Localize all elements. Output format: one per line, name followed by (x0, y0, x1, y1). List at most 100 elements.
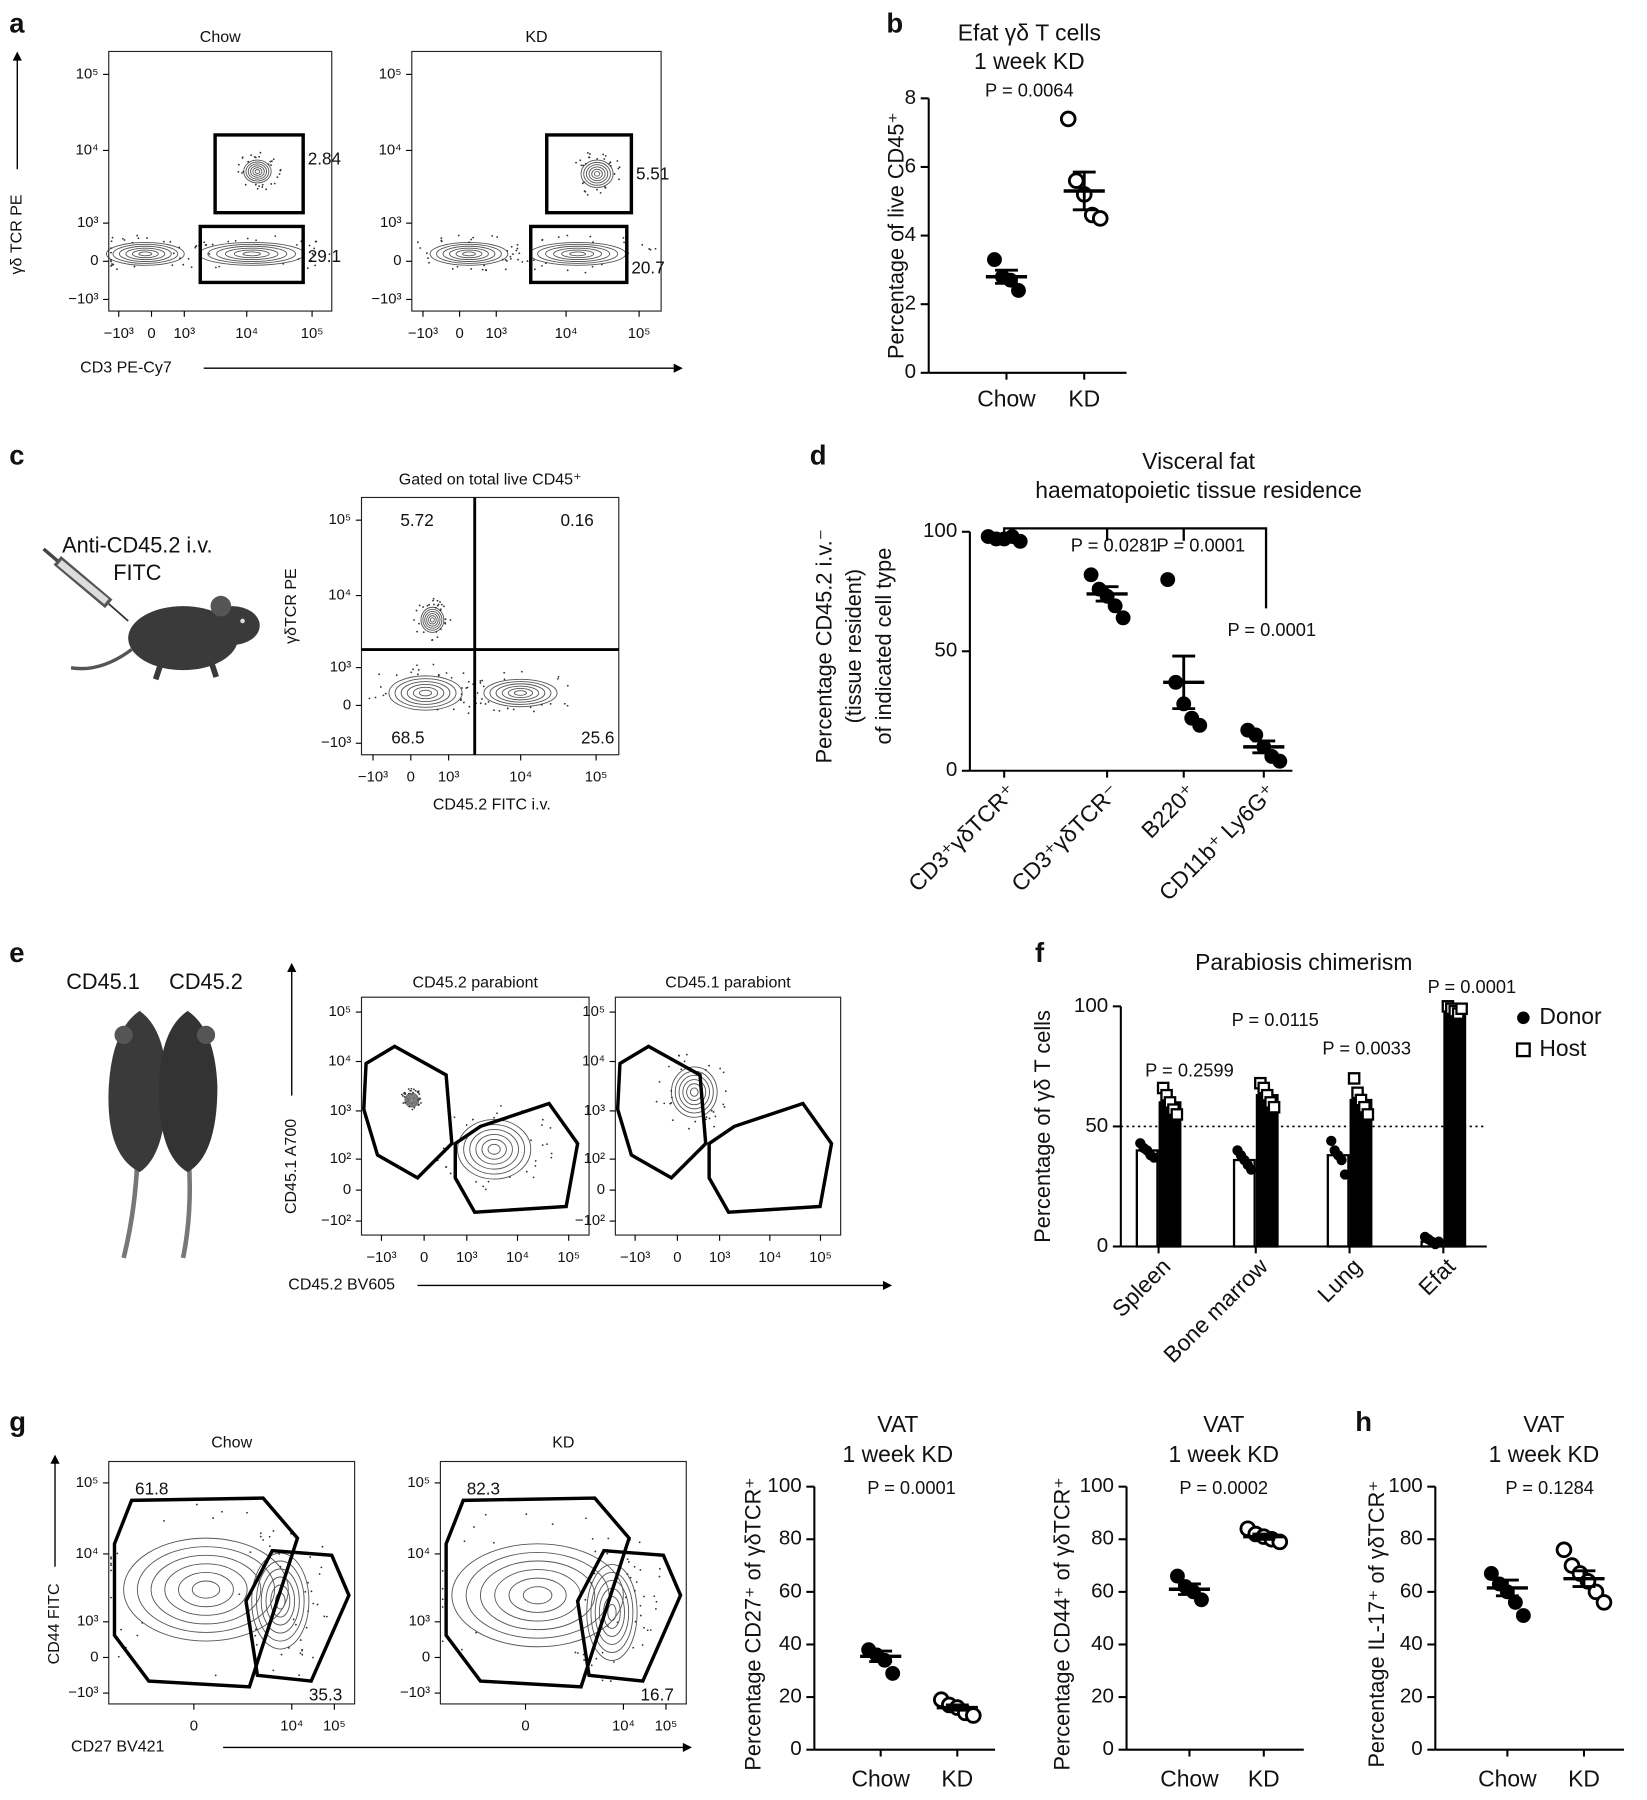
x-tick-label: −10³ (104, 326, 134, 342)
event-dot (111, 236, 114, 239)
plot-frame (108, 50, 333, 312)
y-axis-label: γδ TCR PE (9, 194, 26, 274)
event-dot (596, 188, 598, 191)
error-bar (1178, 1582, 1201, 1596)
event-dot (643, 1626, 645, 1629)
event-dot (306, 267, 309, 270)
event-dot (110, 1564, 112, 1567)
contour (590, 1571, 634, 1653)
event-dot (437, 673, 440, 676)
event-dot (586, 194, 589, 196)
event-dot (110, 247, 112, 250)
event-dot (304, 1590, 307, 1593)
event-dot (484, 703, 487, 705)
event-dot (671, 1119, 674, 1122)
event-dot (658, 1567, 661, 1570)
event-dot (526, 260, 529, 263)
plot-frame (614, 996, 842, 1236)
event-dot (623, 241, 626, 244)
contour (405, 1093, 418, 1107)
contour (422, 608, 443, 631)
event-dot (602, 153, 605, 156)
event-dot (655, 1100, 658, 1103)
gate (529, 224, 629, 285)
event-dot (384, 692, 387, 695)
event-dot (299, 1639, 302, 1642)
x-tick-label: Chow (1478, 1766, 1537, 1792)
event-dot (408, 1105, 411, 1108)
event-dot (310, 1590, 313, 1593)
event-dot (551, 1523, 554, 1526)
event-dot (574, 1651, 577, 1654)
data-point (1361, 1108, 1375, 1121)
panel-letter: g (9, 1406, 26, 1437)
event-dot (618, 166, 621, 169)
event-dot (460, 698, 462, 700)
event-dot (475, 1180, 477, 1183)
y-axis-label: Percentage CD45.2 i.v.⁻ (812, 529, 837, 763)
data-point (1347, 1072, 1361, 1085)
event-dot (712, 1111, 715, 1113)
gate-percentage: 5.72 (400, 510, 433, 530)
chart-subtitle: 1 week KD (1489, 1441, 1600, 1467)
event-dot (171, 264, 174, 267)
data-point (1455, 1002, 1468, 1016)
event-dot (178, 246, 181, 249)
event-dot (512, 708, 515, 711)
x-tick-label: −10³ (366, 1250, 396, 1266)
x-tick-label: −10³ (620, 1250, 650, 1266)
event-dot (249, 1551, 252, 1554)
event-dot (541, 1118, 544, 1121)
arrow-head (682, 1742, 692, 1752)
x-tick-label: KD (1248, 1766, 1280, 1792)
bar (1326, 1154, 1350, 1248)
bar (1135, 1149, 1159, 1248)
event-dot (443, 605, 445, 608)
y-tick-label: 10⁵ (407, 1475, 430, 1491)
event-dot (557, 675, 560, 678)
x-tick-label: 10⁵ (628, 326, 651, 342)
event-dot (504, 268, 507, 271)
y-tick-label: 0 (343, 1182, 351, 1198)
y-tick-label: 10⁵ (328, 512, 351, 528)
gate-percentage: 35.3 (309, 1684, 342, 1704)
event-dot (419, 247, 422, 249)
contour (513, 690, 528, 696)
x-tick-label: 10⁵ (301, 326, 324, 342)
contour (481, 1138, 507, 1160)
event-dot (425, 252, 428, 255)
y-tick-label: 0 (597, 1182, 605, 1198)
event-dot (445, 672, 448, 674)
event-dot (532, 259, 535, 262)
y-tick-label: 50 (1085, 1114, 1108, 1137)
event-dot (705, 1116, 708, 1119)
x-tick-label: 10⁵ (323, 1719, 346, 1735)
event-dot (276, 176, 279, 179)
data-point (1339, 1169, 1351, 1180)
event-dot (607, 1537, 610, 1540)
legend-label: Host (1539, 1035, 1587, 1061)
event-dot (441, 1606, 444, 1608)
event-dot (685, 1053, 688, 1056)
event-dot (270, 160, 273, 163)
event-dot (465, 1124, 468, 1126)
contour (178, 1571, 234, 1608)
event-dot (162, 240, 165, 243)
plot-title: KD (552, 1434, 574, 1451)
event-dot (274, 235, 277, 238)
event-dot (258, 185, 261, 188)
contour (569, 251, 587, 257)
contour (191, 1580, 221, 1599)
gate (198, 224, 305, 285)
event-dot (541, 1144, 544, 1147)
event-dot (116, 268, 118, 271)
error-bar (945, 1703, 969, 1712)
gate-percentage: 5.51 (636, 163, 669, 183)
event-dot (272, 1530, 275, 1532)
x-tick-label: 10³ (438, 770, 460, 786)
error-bar (1572, 1569, 1596, 1589)
event-dot (402, 1094, 404, 1097)
event-dot (120, 1628, 123, 1631)
event-dot (503, 671, 506, 674)
contour (469, 1129, 520, 1170)
